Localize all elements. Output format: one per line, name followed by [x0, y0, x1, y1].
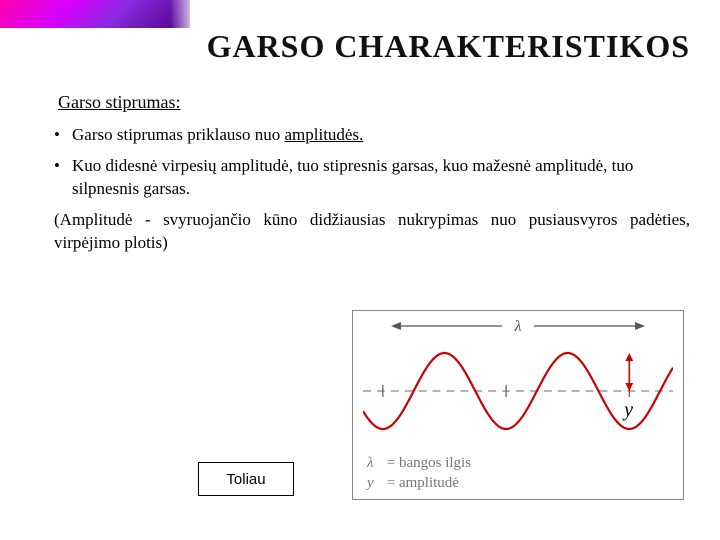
bullet1-underlined: amplitudės.	[284, 125, 363, 144]
legend-row: y = amplitudė	[367, 474, 471, 494]
lambda-glyph: λ	[514, 318, 522, 335]
subheading-colon: :	[175, 92, 180, 112]
legend-row: λ = bangos ilgis	[367, 454, 471, 474]
content-block: Garso stiprumas: Garso stiprumas priklau…	[48, 90, 690, 255]
amp-arrow-up	[625, 353, 633, 361]
wave-plot	[363, 341, 673, 441]
next-button[interactable]: Toliau	[198, 462, 294, 496]
list-item: Kuo didesnė virpesių amplitudė, tuo stip…	[54, 155, 690, 201]
legend-sym-y: y	[367, 474, 383, 494]
subheading-text: Garso stiprumas	[58, 92, 175, 112]
legend-txt-lambda: bangos ilgis	[399, 455, 471, 471]
subheading: Garso stiprumas:	[48, 90, 690, 114]
page-title: GARSO CHARAKTERISTIKOS	[0, 28, 720, 65]
legend-txt-y: amplitudė	[399, 475, 459, 491]
wave-diagram: λ y λ = bangos ilgis y = amplitudė	[352, 310, 684, 500]
wavelength-indicator: λ	[391, 317, 645, 335]
definition-note: (Amplitudė - svyruojančio kūno didžiausi…	[48, 209, 690, 255]
amp-arrow-down	[625, 383, 633, 391]
list-item: Garso stiprumas priklauso nuo amplitudės…	[54, 124, 690, 147]
diagram-legend: λ = bangos ilgis y = amplitudė	[367, 454, 471, 493]
bullet1-pre: Garso stiprumas priklauso nuo	[72, 125, 284, 144]
legend-eq: =	[387, 455, 395, 471]
amplitude-label: y	[624, 399, 633, 422]
decorative-stripe	[0, 0, 190, 28]
legend-sym-lambda: λ	[367, 454, 383, 474]
legend-eq: =	[387, 475, 395, 491]
